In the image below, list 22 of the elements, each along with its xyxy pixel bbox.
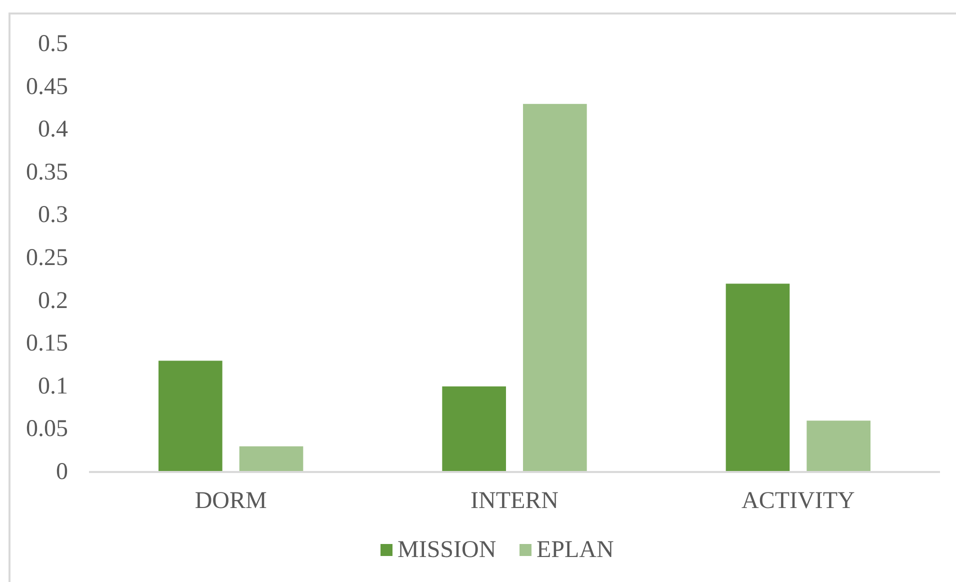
y-tick-label: 0.45	[26, 74, 68, 100]
x-tick-label: INTERN	[470, 488, 558, 514]
bar	[523, 104, 587, 472]
y-tick-label: 0.35	[26, 159, 68, 186]
bar	[806, 420, 870, 472]
y-tick-label: 0.2	[38, 288, 68, 314]
bar	[726, 284, 790, 472]
x-tick-label: ACTIVITY	[742, 488, 855, 514]
bar	[158, 360, 222, 472]
bar	[442, 386, 506, 472]
y-tick-label: 0.15	[26, 330, 68, 357]
y-tick-label: 0.4	[38, 116, 68, 143]
bar	[239, 446, 304, 472]
legend-label: MISSION	[398, 537, 496, 563]
x-tick-label: DORM	[194, 488, 267, 514]
y-tick-label: 0.5	[38, 31, 68, 57]
y-tick-label: 0.1	[38, 373, 68, 400]
legend-label: EPLAN	[536, 537, 614, 563]
y-tick-label: 0.25	[26, 245, 68, 271]
y-tick-label: 0.3	[38, 202, 68, 228]
y-tick-label: 0	[56, 459, 68, 485]
y-tick-label: 0.05	[26, 416, 68, 442]
